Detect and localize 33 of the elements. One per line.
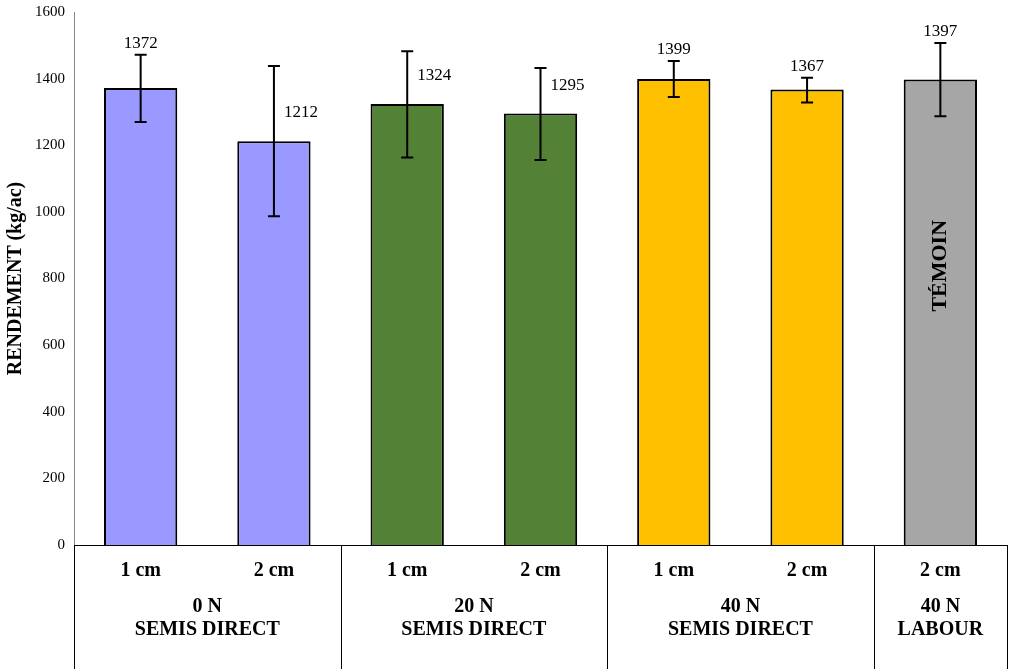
text: 0 N bbox=[192, 594, 223, 617]
text: LABOUR bbox=[897, 617, 984, 640]
text: 20 N bbox=[454, 594, 495, 617]
annotation: TÉMOIN bbox=[926, 219, 952, 312]
x-tick-label: 2 cm bbox=[920, 558, 961, 581]
x-tick-label: 1 cm bbox=[653, 558, 695, 581]
text: 40 N bbox=[920, 594, 961, 617]
text: SEMIS DIRECT bbox=[134, 617, 281, 640]
y-tick-label: 1600 bbox=[35, 2, 65, 19]
x-tick-label: 2 cm bbox=[786, 558, 828, 581]
data-label: 1399 bbox=[656, 38, 691, 58]
y-tick-label: 800 bbox=[42, 269, 65, 286]
y-tick-label: 1400 bbox=[35, 69, 65, 86]
data-label: 1367 bbox=[790, 55, 825, 75]
data-label: 1324 bbox=[417, 64, 452, 84]
data-label: 1212 bbox=[283, 102, 318, 122]
data-label: 1372 bbox=[123, 32, 158, 52]
y-axis-title: RENDEMENT (kg/ac) bbox=[3, 181, 27, 376]
x-tick-label: 1 cm bbox=[120, 558, 162, 581]
y-tick-label: 200 bbox=[42, 469, 65, 486]
y-tick-label: 600 bbox=[42, 336, 65, 353]
text: 40 N bbox=[720, 594, 761, 617]
x-tick-label: 1 cm bbox=[386, 558, 428, 581]
text: SEMIS DIRECT bbox=[667, 617, 814, 640]
y-tick-label: 1000 bbox=[35, 202, 65, 219]
data-label: 1397 bbox=[923, 20, 958, 40]
x-tick-label: 2 cm bbox=[520, 558, 562, 581]
text: SEMIS DIRECT bbox=[401, 617, 548, 640]
x-tick-label: 2 cm bbox=[253, 558, 295, 581]
data-label: 1295 bbox=[550, 74, 585, 94]
y-tick-label: 0 bbox=[57, 535, 65, 552]
y-tick-label: 1200 bbox=[35, 136, 65, 153]
y-tick-label: 400 bbox=[42, 402, 65, 419]
